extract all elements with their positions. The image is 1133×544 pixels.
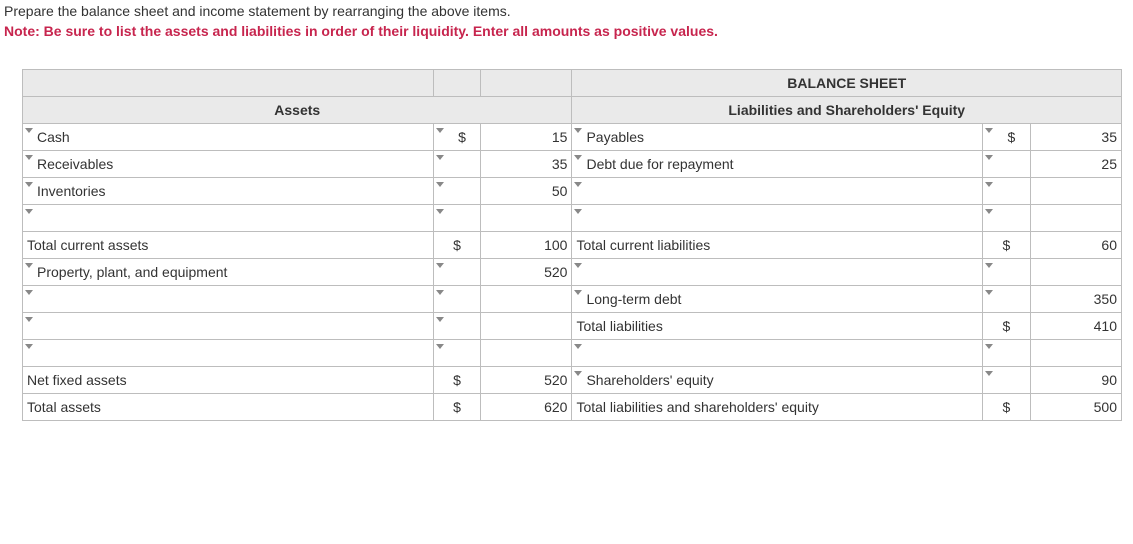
row-cash: Cash $ 15 Payables $ 35 (23, 124, 1122, 151)
instructions-block: Prepare the balance sheet and income sta… (4, 2, 1123, 41)
page: Prepare the balance sheet and income sta… (0, 0, 1133, 441)
asset-currency: $ (433, 394, 480, 421)
liability-currency[interactable] (983, 286, 1030, 313)
liability-currency: $ (983, 313, 1030, 340)
asset-amount[interactable] (481, 205, 572, 232)
blank-amt-a (481, 70, 572, 97)
asset-label[interactable] (23, 340, 434, 367)
instruction-line-1: Prepare the balance sheet and income sta… (4, 2, 1123, 22)
liability-amount: 60 (1030, 232, 1121, 259)
assets-header: Assets (23, 97, 572, 124)
liability-currency: $ (983, 232, 1030, 259)
asset-amount[interactable] (481, 286, 572, 313)
liability-amount[interactable] (1030, 205, 1121, 232)
asset-amount[interactable]: 15 (481, 124, 572, 151)
liability-amount[interactable]: 25 (1030, 151, 1121, 178)
asset-amount[interactable] (481, 340, 572, 367)
asset-currency[interactable] (433, 286, 480, 313)
asset-label[interactable] (23, 286, 434, 313)
asset-amount: 520 (481, 367, 572, 394)
asset-amount[interactable] (481, 313, 572, 340)
asset-currency[interactable]: $ (433, 124, 480, 151)
asset-amount[interactable]: 50 (481, 178, 572, 205)
liability-currency[interactable] (983, 259, 1030, 286)
asset-amount[interactable]: 520 (481, 259, 572, 286)
liability-label[interactable]: Shareholders' equity (572, 367, 983, 394)
liability-currency: $ (983, 394, 1030, 421)
asset-currency[interactable] (433, 151, 480, 178)
liability-amount: 500 (1030, 394, 1121, 421)
liability-label: Total current liabilities (572, 232, 983, 259)
row-net-fixed-assets: Net fixed assets $ 520 Shareholders' equ… (23, 367, 1122, 394)
liability-label[interactable] (572, 178, 983, 205)
asset-label: Net fixed assets (23, 367, 434, 394)
asset-label[interactable] (23, 205, 434, 232)
row-total-assets: Total assets $ 620 Total liabilities and… (23, 394, 1122, 421)
liability-label: Total liabilities and shareholders' equi… (572, 394, 983, 421)
asset-currency[interactable] (433, 205, 480, 232)
asset-currency: $ (433, 367, 480, 394)
asset-label[interactable]: Inventories (23, 178, 434, 205)
liability-amount[interactable]: 350 (1030, 286, 1121, 313)
liability-amount[interactable] (1030, 259, 1121, 286)
asset-currency[interactable] (433, 178, 480, 205)
liability-amount[interactable] (1030, 178, 1121, 205)
balance-sheet-table: BALANCE SHEET Assets Liabilities and Sha… (22, 69, 1122, 421)
row-inventories: Inventories 50 (23, 178, 1122, 205)
row-longterm-debt: Long-term debt 350 (23, 286, 1122, 313)
liability-currency[interactable] (983, 340, 1030, 367)
section-header-row: Assets Liabilities and Shareholders' Equ… (23, 97, 1122, 124)
asset-amount: 620 (481, 394, 572, 421)
row-ppe: Property, plant, and equipment 520 (23, 259, 1122, 286)
liability-label[interactable]: Debt due for repayment (572, 151, 983, 178)
liability-label[interactable] (572, 259, 983, 286)
asset-label[interactable]: Cash (23, 124, 434, 151)
row-blank-1 (23, 205, 1122, 232)
liabilities-header: Liabilities and Shareholders' Equity (572, 97, 1122, 124)
title-row: BALANCE SHEET (23, 70, 1122, 97)
asset-label: Total current assets (23, 232, 434, 259)
liability-currency[interactable] (983, 151, 1030, 178)
liability-amount[interactable] (1030, 340, 1121, 367)
asset-amount: 100 (481, 232, 572, 259)
balance-sheet-title: BALANCE SHEET (572, 70, 1122, 97)
asset-currency[interactable] (433, 259, 480, 286)
row-blank-2 (23, 340, 1122, 367)
asset-currency[interactable] (433, 340, 480, 367)
liability-amount[interactable]: 35 (1030, 124, 1121, 151)
asset-amount[interactable]: 35 (481, 151, 572, 178)
liability-amount[interactable]: 90 (1030, 367, 1121, 394)
liability-currency[interactable] (983, 367, 1030, 394)
liability-currency[interactable] (983, 178, 1030, 205)
row-receivables: Receivables 35 Debt due for repayment 25 (23, 151, 1122, 178)
liability-label[interactable]: Payables (572, 124, 983, 151)
asset-label[interactable] (23, 313, 434, 340)
blank-left-top (23, 70, 434, 97)
asset-label[interactable]: Property, plant, and equipment (23, 259, 434, 286)
liability-label[interactable] (572, 340, 983, 367)
liability-label[interactable] (572, 205, 983, 232)
liability-currency[interactable] (983, 205, 1030, 232)
asset-label[interactable]: Receivables (23, 151, 434, 178)
liability-label: Total liabilities (572, 313, 983, 340)
asset-currency: $ (433, 232, 480, 259)
liability-amount: 410 (1030, 313, 1121, 340)
blank-cur-a (433, 70, 480, 97)
row-total-liabilities: Total liabilities $ 410 (23, 313, 1122, 340)
liability-label[interactable]: Long-term debt (572, 286, 983, 313)
liability-currency[interactable]: $ (983, 124, 1030, 151)
instruction-line-2-note: Note: Be sure to list the assets and lia… (4, 22, 1123, 42)
row-total-current-assets: Total current assets $ 100 Total current… (23, 232, 1122, 259)
asset-currency[interactable] (433, 313, 480, 340)
asset-label: Total assets (23, 394, 434, 421)
